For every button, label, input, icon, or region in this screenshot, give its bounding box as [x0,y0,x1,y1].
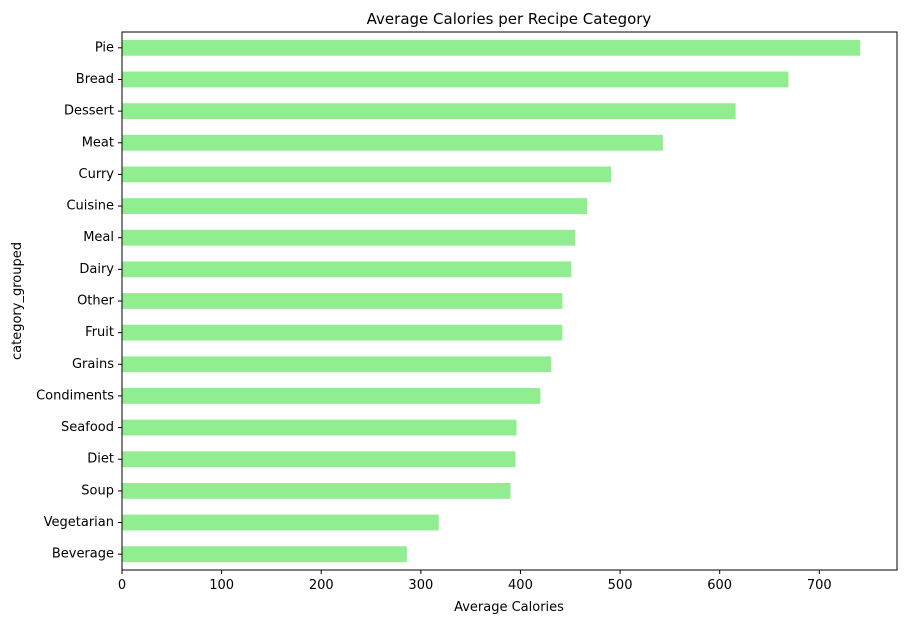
y-tick-label: Condiments [36,388,114,403]
x-tick-label: 100 [209,578,234,593]
y-tick-label: Bread [76,72,114,87]
bar-dairy [122,261,572,278]
y-tick-label: Other [77,294,115,309]
bar-dessert [122,103,736,120]
bar-beverage [122,546,407,563]
bar-meal [122,229,576,246]
y-tick-label: Curry [79,167,115,182]
y-axis: Pie Bread Dessert Meat Curry Cuisine Meal Dairy… [36,40,122,562]
y-tick-label: Seafood [61,420,114,435]
x-tick-label: 500 [608,578,633,593]
bar-fruit [122,324,563,341]
bar-diet [122,451,516,468]
y-tick-label: Meat [82,135,114,150]
y-tick-label: Diet [87,452,114,467]
bar-curry [122,166,612,183]
bar-condiments [122,388,541,404]
y-tick-label: Beverage [52,547,114,562]
x-axis-label: Average Calories [454,600,564,615]
bar-cuisine [122,198,588,214]
y-tick-label: Pie [95,40,114,55]
x-axis: 0 100 200 300 400 500 600 700 [118,570,832,593]
y-tick-label: Fruit [85,325,114,340]
x-tick-label: 0 [118,578,126,593]
chart-title: Average Calories per Recipe Category [367,10,652,28]
bars-group [122,39,861,563]
bar-grains [122,356,552,373]
x-tick-label: 600 [707,578,732,593]
bar-other [122,293,563,309]
bar-bread [122,71,789,88]
bar-soup [122,482,511,499]
bar-vegetarian [122,514,439,531]
x-tick-label: 300 [408,578,433,593]
y-tick-label: Vegetarian [44,515,114,530]
y-tick-label: Soup [81,483,114,498]
x-tick-label: 700 [807,578,832,593]
x-tick-label: 200 [309,578,334,593]
y-axis-label: category_grouped [10,242,25,360]
bar-pie [122,39,861,56]
y-tick-label: Grains [72,357,114,372]
y-tick-label: Meal [83,230,114,245]
y-tick-label: Dairy [79,262,114,277]
y-tick-label: Cuisine [66,199,114,214]
bar-meat [122,134,663,151]
x-tick-label: 400 [508,578,533,593]
y-tick-label: Dessert [64,104,114,119]
plot-frame [121,31,898,571]
bar-seafood [122,419,517,436]
